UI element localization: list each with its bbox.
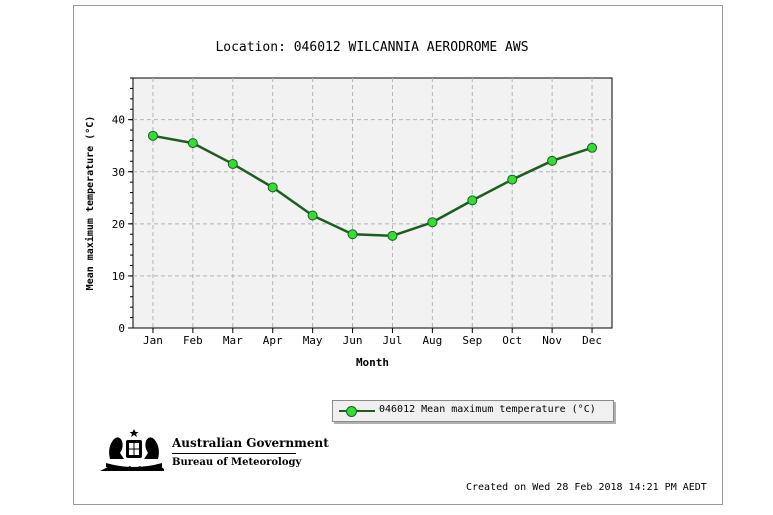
data-point <box>227 158 238 169</box>
x-tick-label: Nov <box>542 334 562 347</box>
bom-logo: Australian Government Bureau of Meteorol… <box>100 425 329 477</box>
y-tick-label: 20 <box>112 218 125 231</box>
x-axis-label: Month <box>356 356 389 369</box>
x-tick-label: Feb <box>183 334 203 347</box>
government-label: Australian Government <box>172 436 329 450</box>
data-point <box>267 182 278 193</box>
data-point <box>347 229 358 240</box>
x-tick-label: Jan <box>143 334 163 347</box>
created-timestamp: Created on Wed 28 Feb 2018 14:21 PM AEDT <box>466 482 707 493</box>
chart-title: Location: 046012 WILCANNIA AERODROME AWS <box>215 40 529 55</box>
x-tick-label: Dec <box>582 334 602 347</box>
y-tick-label: 30 <box>112 166 125 179</box>
x-tick-label: Jun <box>343 334 363 347</box>
y-tick-label: 10 <box>112 270 125 283</box>
y-tick-label: 0 <box>118 322 125 335</box>
y-tick-label: 40 <box>112 114 125 127</box>
y-axis-label: Mean maximum temperature (°C) <box>84 116 96 291</box>
x-tick-label: Oct <box>502 334 522 347</box>
legend: 046012 Mean maximum temperature (°C) <box>332 400 614 422</box>
series-line <box>152 134 593 238</box>
data-point <box>547 155 558 166</box>
legend-marker-swatch <box>346 406 357 417</box>
coat-of-arms-icon <box>100 429 164 471</box>
x-tick-label: Jul <box>383 334 403 347</box>
x-tick-label: Mar <box>223 334 243 347</box>
data-point <box>427 217 438 228</box>
x-tick-label: May <box>303 334 323 347</box>
data-point <box>147 130 158 141</box>
data-point <box>307 210 318 221</box>
data-point <box>467 195 478 206</box>
x-tick-label: Aug <box>422 334 442 347</box>
data-point <box>387 230 398 241</box>
logo-divider <box>172 453 296 454</box>
data-point <box>187 138 198 149</box>
x-tick-label: Sep <box>462 334 482 347</box>
legend-label: 046012 Mean maximum temperature (°C) <box>379 404 596 415</box>
data-point <box>587 142 598 153</box>
x-tick-label: Apr <box>263 334 283 347</box>
bureau-label: Bureau of Meteorology <box>172 457 302 468</box>
legend-line-swatch <box>339 410 375 412</box>
data-point <box>507 174 518 185</box>
plot-area <box>132 77 613 329</box>
